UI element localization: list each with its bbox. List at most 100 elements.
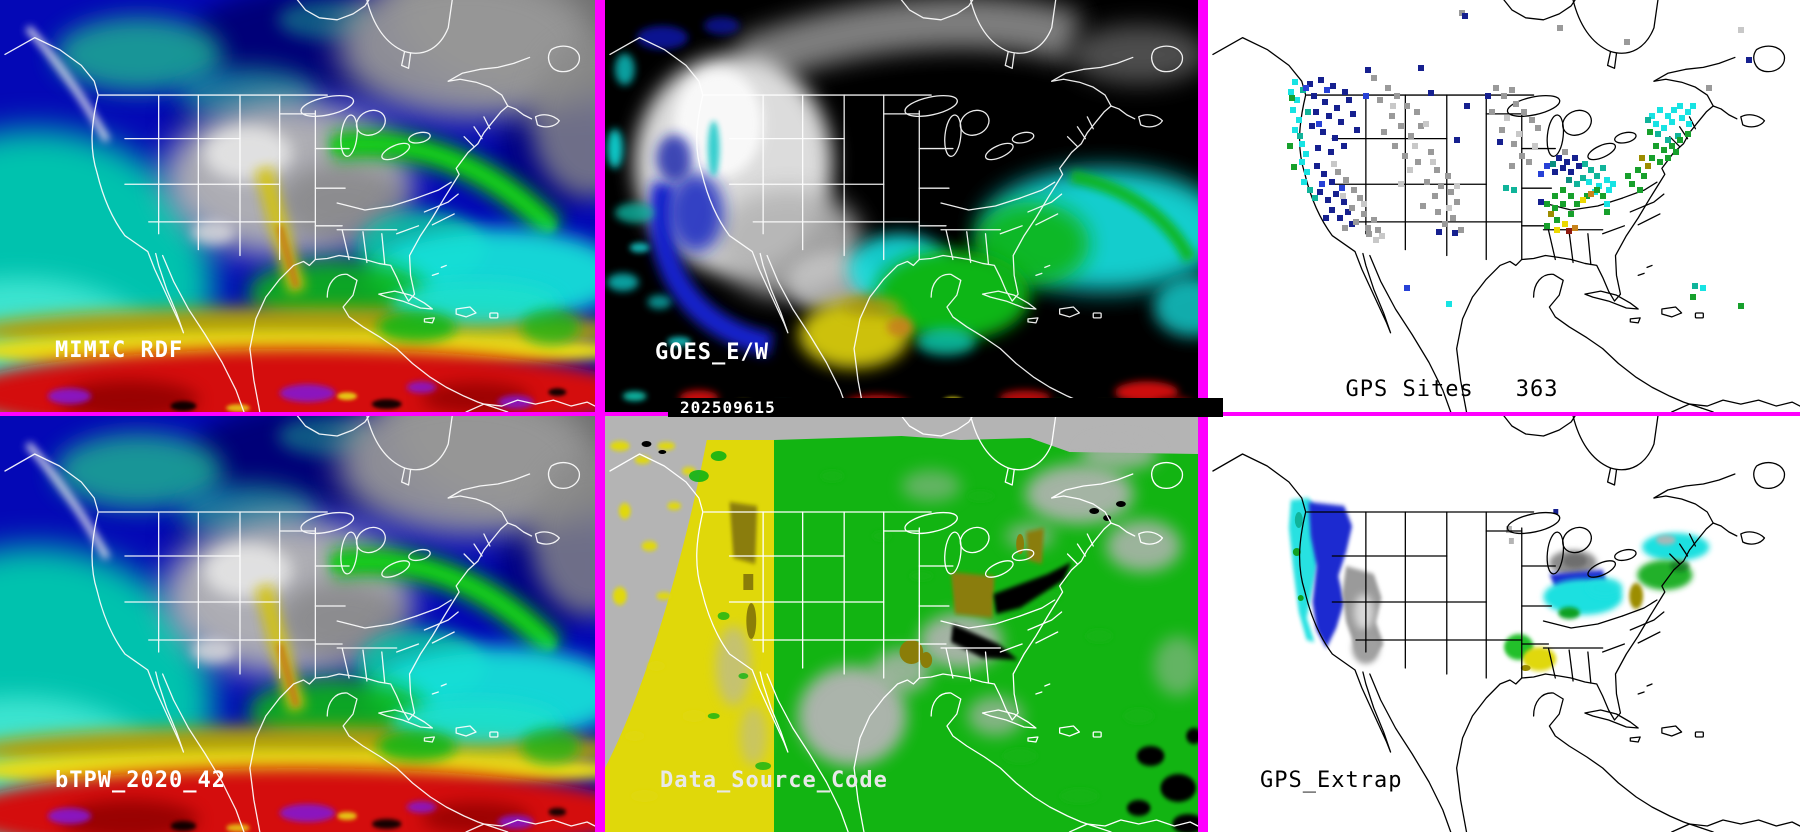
gps-site-marker [1374, 227, 1381, 233]
gps-site-marker [1508, 87, 1515, 93]
gps-site-marker [1298, 159, 1305, 165]
gps-site-marker [1635, 167, 1642, 173]
gps-site-marker [1314, 145, 1321, 151]
gps-site-marker [1485, 93, 1492, 99]
gps-site-marker [1629, 181, 1636, 187]
gps-site-marker [1311, 195, 1318, 201]
gps-site-marker [1339, 185, 1346, 191]
gps-site-marker [1501, 93, 1507, 99]
gps-site-marker [1625, 173, 1632, 179]
gps-site-marker [1337, 215, 1344, 221]
gps-site-marker [1652, 143, 1659, 149]
gps-site-marker [1690, 294, 1697, 300]
gps-site-marker [1429, 159, 1436, 165]
gps-site-marker [1572, 155, 1579, 161]
panel-label-goes-ew: GOES_E/W [655, 340, 769, 365]
gps-site-marker [1349, 205, 1356, 211]
gps-site-marker [1316, 121, 1323, 127]
panel-data-source-code[interactable]: Data_Source_Code [605, 416, 1198, 832]
gps-site-marker [1310, 93, 1317, 99]
gps-site-marker [1566, 228, 1573, 234]
gps-site-marker [1574, 201, 1580, 207]
gps-site-marker [1388, 113, 1395, 119]
gps-sites-markers [1208, 0, 1800, 412]
gps-site-marker [1353, 127, 1360, 133]
gps-site-marker [1674, 133, 1681, 139]
gps-site-marker [1338, 119, 1345, 125]
gps-site-marker [1461, 13, 1468, 19]
gps-site-marker [1593, 187, 1600, 193]
gps-sites-label: GPS Sites [1345, 377, 1474, 402]
gps-site-marker [1334, 105, 1341, 111]
gps-site-marker [1328, 149, 1335, 155]
gps-site-marker [1306, 187, 1313, 193]
gps-site-marker [1664, 155, 1671, 161]
gps-site-marker [1303, 169, 1310, 175]
gps-site-marker [1528, 117, 1535, 123]
panel-label-gps-sites: GPS Sites 363 [1260, 352, 1558, 412]
gps-site-marker [1404, 285, 1411, 291]
gps-site-marker [1684, 131, 1691, 137]
gps-site-marker [1312, 109, 1319, 115]
gps-site-marker [1313, 163, 1320, 169]
gps-site-marker [1445, 205, 1452, 211]
gps-site-marker [1356, 195, 1363, 201]
gps-site-marker [1557, 25, 1564, 31]
gps-site-marker [1538, 171, 1545, 177]
gps-site-marker [1587, 167, 1594, 173]
gps-site-marker [1645, 163, 1652, 169]
gps-site-marker [1544, 163, 1551, 169]
gps-site-marker [1350, 111, 1357, 117]
gps-site-marker [1437, 183, 1444, 189]
gps-site-marker [1415, 159, 1422, 165]
gps-site-marker [1560, 201, 1567, 207]
panel-gps-extrap[interactable]: GPS_Extrap [1208, 416, 1800, 832]
gps-site-marker [1649, 113, 1655, 119]
panel-gps-sites[interactable]: GPS Sites 363 [1208, 0, 1800, 412]
gps-site-marker [1288, 95, 1295, 101]
gps-site-marker [1325, 197, 1332, 203]
panel-label-gps-extrap: GPS_Extrap [1260, 768, 1403, 793]
gps-site-marker [1548, 211, 1555, 217]
gps-site-marker [1609, 181, 1616, 187]
gps-site-marker [1451, 230, 1458, 236]
gps-site-marker [1424, 179, 1431, 185]
gps-site-marker [1323, 215, 1330, 221]
gps-site-marker [1317, 189, 1324, 195]
gps-site-marker [1603, 209, 1610, 215]
gps-site-marker [1329, 179, 1336, 185]
panel-goes-ew[interactable]: GOES_E/W [605, 0, 1198, 412]
gps-site-marker [1664, 137, 1671, 143]
timestamp-bar: 202509615 [668, 398, 1223, 417]
gps-site-marker [1453, 199, 1460, 205]
gps-site-marker [1518, 153, 1525, 159]
gps-site-marker [1326, 113, 1333, 119]
gps-site-marker [1364, 225, 1371, 231]
gps-site-marker [1645, 117, 1652, 123]
gps-site-marker [1676, 103, 1683, 109]
gps-site-marker [1497, 139, 1504, 145]
gps-site-marker [1568, 193, 1575, 199]
gps-site-marker [1353, 219, 1359, 225]
gps-site-marker [1341, 143, 1348, 149]
gps-site-marker [1499, 127, 1506, 133]
gps-site-marker [1512, 101, 1519, 107]
gps-site-marker [1654, 131, 1661, 137]
gps-site-marker [1370, 75, 1377, 81]
panel-mimic-rdf[interactable]: MIMIC RDF [0, 0, 595, 412]
panel-btpw[interactable]: bTPW_2020_42 [0, 416, 595, 832]
gps-site-marker [1603, 201, 1610, 207]
gps-site-marker [1568, 169, 1575, 175]
gps-site-marker [1550, 161, 1557, 167]
gps-site-marker [1672, 149, 1679, 155]
gps-site-marker [1431, 193, 1438, 199]
gps-site-marker [1556, 155, 1563, 161]
gps-site-marker [1564, 159, 1571, 165]
gps-site-marker [1418, 65, 1425, 71]
gps-site-marker [1668, 119, 1675, 125]
gps-site-marker [1341, 199, 1348, 205]
gps-site-marker [1342, 225, 1349, 231]
gps-site-marker [1330, 83, 1337, 89]
gps-site-marker [1652, 121, 1659, 127]
gps-site-marker [1291, 79, 1298, 85]
